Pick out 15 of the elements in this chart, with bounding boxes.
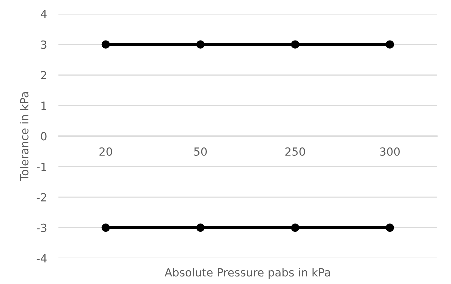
y-tick-label: -4	[36, 254, 47, 263]
y-tick-label: -2	[36, 193, 46, 202]
y-tick-label: -1	[36, 162, 46, 172]
x-tick-label: 20	[100, 148, 112, 156]
x-axis-title: Absolute Pressure pabs in kPa	[164, 268, 330, 279]
y-tick-label: -3	[36, 224, 47, 232]
y-tick-label: 3	[41, 40, 47, 50]
x-tick-label: 50	[194, 148, 208, 156]
y-tick-label: 4	[40, 10, 47, 18]
x-tick-label: 300	[380, 148, 400, 156]
y-tick-label: 0	[41, 132, 47, 141]
y-tick-label: 2	[41, 71, 46, 80]
x-tick-label: 250	[286, 148, 306, 156]
y-tick-label: 1	[42, 102, 46, 110]
y-axis-title: Tolerance in kPa	[20, 92, 29, 182]
